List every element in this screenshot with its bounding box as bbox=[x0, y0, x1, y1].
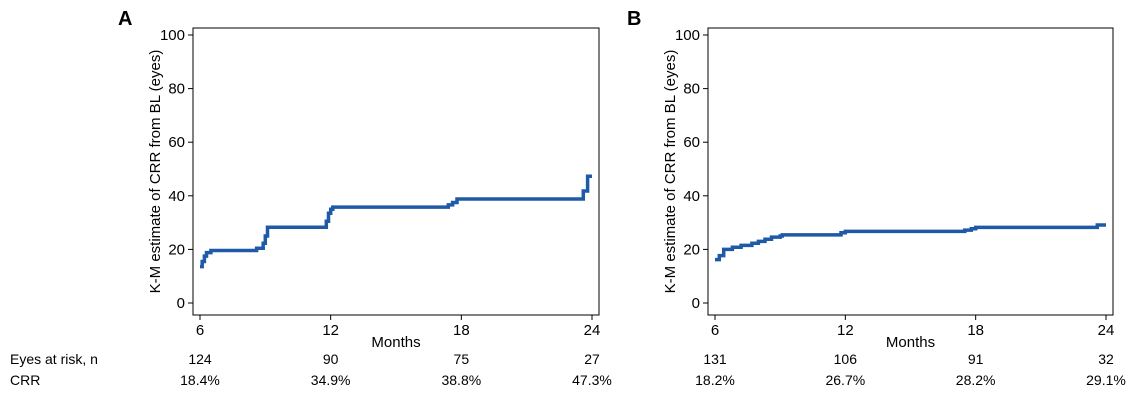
x-tick-label: 6 bbox=[711, 322, 719, 339]
x-tick-label: 24 bbox=[584, 322, 601, 339]
km-step-line bbox=[200, 174, 592, 269]
x-tick-label: 6 bbox=[196, 322, 204, 339]
y-tick-label: 0 bbox=[692, 295, 700, 312]
at-risk-value: 32 bbox=[1098, 351, 1114, 367]
at-risk-value: 75 bbox=[453, 351, 470, 367]
x-tick-label: 24 bbox=[1098, 322, 1115, 339]
km-step-line bbox=[715, 223, 1106, 262]
at-risk-value: 124 bbox=[188, 351, 212, 367]
x-axis-title: Months bbox=[886, 334, 935, 351]
crr-value: 18.2% bbox=[695, 372, 735, 388]
plot-frame bbox=[707, 27, 1114, 316]
x-tick-label: 12 bbox=[322, 322, 339, 339]
x-tick-label: 12 bbox=[837, 322, 854, 339]
panel-a: A 0 20 40 60 80 100 6 12 18 24 Months K-M estimate o… bbox=[118, 8, 600, 351]
y-tick-label: 80 bbox=[168, 81, 185, 98]
y-tick-label: 100 bbox=[675, 27, 700, 44]
x-tick-label: 18 bbox=[967, 322, 984, 339]
y-tick-label: 60 bbox=[168, 134, 185, 151]
plot-frame bbox=[192, 27, 600, 316]
crr-value: 26.7% bbox=[825, 372, 866, 388]
y-tick-label: 0 bbox=[177, 295, 185, 312]
crr-value: 38.8% bbox=[441, 372, 482, 388]
at-risk-value: 90 bbox=[322, 351, 339, 367]
at-risk-value: 91 bbox=[967, 351, 984, 367]
at-risk-value: 27 bbox=[584, 351, 600, 367]
crr-value: 28.2% bbox=[955, 372, 996, 388]
crr-value: 47.3% bbox=[572, 372, 612, 388]
panel-b: B 0 20 40 60 80 100 6 12 18 24 Months K-M estimate o… bbox=[627, 8, 1114, 351]
y-tick-label: 40 bbox=[168, 188, 185, 205]
y-axis-title: K-M estimate of CRR from BL (eyes) bbox=[147, 50, 164, 294]
x-axis-title: Months bbox=[371, 334, 420, 351]
y-tick-label: 80 bbox=[683, 81, 700, 98]
at-risk-value: 106 bbox=[833, 351, 858, 367]
y-axis-title: K-M estimate of CRR from BL (eyes) bbox=[662, 50, 679, 294]
at-risk-value: 131 bbox=[703, 351, 727, 367]
at-risk-row-label: Eyes at risk, n bbox=[10, 351, 98, 367]
crr-value: 18.4% bbox=[180, 372, 220, 388]
crr-value: 29.1% bbox=[1086, 372, 1126, 388]
panel-label: A bbox=[118, 8, 132, 30]
crr-value: 34.9% bbox=[310, 372, 351, 388]
panel-label: B bbox=[627, 8, 641, 30]
y-tick-label: 60 bbox=[683, 134, 700, 151]
y-tick-label: 40 bbox=[683, 188, 700, 205]
y-tick-label: 20 bbox=[683, 241, 700, 258]
y-tick-label: 100 bbox=[160, 27, 185, 44]
y-tick-label: 20 bbox=[168, 241, 185, 258]
x-tick-label: 18 bbox=[453, 322, 470, 339]
crr-row-label: CRR bbox=[10, 372, 41, 388]
